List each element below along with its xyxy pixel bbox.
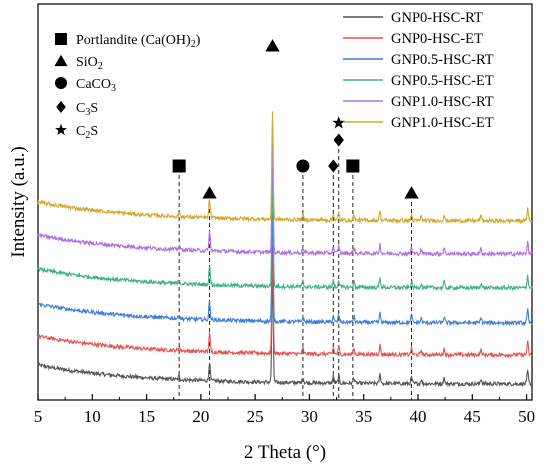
reference-dashed-lines: [178, 149, 412, 400]
phase-label-tail: ): [196, 33, 201, 48]
star-marker: [55, 123, 67, 136]
x-tick-label: 30: [301, 407, 318, 426]
phase-label-subscript: 2: [98, 61, 103, 72]
phase-label-subscript: 2: [85, 130, 90, 141]
x-tick-label: 20: [192, 407, 209, 426]
phase-label-main: C: [76, 101, 85, 116]
phase-markers: [172, 39, 419, 199]
trace-line: [37, 244, 533, 359]
x-tick-label: 40: [410, 407, 427, 426]
x-tick-label: 45: [464, 407, 481, 426]
circle-marker: [55, 77, 67, 89]
trace-line: [37, 210, 533, 327]
phase-label-subscript: 3: [85, 107, 90, 118]
diamond-marker: [328, 159, 339, 173]
trace-line: [37, 111, 533, 225]
legend-series-label: GNP0.5-HSC-ET: [391, 73, 494, 89]
x-tick-label: 35: [355, 407, 372, 426]
phase-label-tail: S: [90, 101, 98, 116]
triangle-marker: [404, 186, 419, 199]
trace-line: [37, 141, 533, 258]
triangle-marker: [265, 39, 280, 52]
square-marker: [346, 159, 360, 173]
legend-series-label: GNP1.0-HSC-RT: [391, 94, 494, 110]
triangle-marker: [54, 54, 68, 67]
circle-marker: [296, 159, 310, 173]
x-tick-label: 10: [84, 407, 101, 426]
phase-label-tail: S: [90, 124, 98, 139]
trace-line: [37, 176, 533, 292]
square-marker: [55, 33, 67, 45]
star-marker: [332, 116, 346, 129]
x-axis: 5 10 15 20 25 30 35 40 45 50: [34, 394, 535, 426]
x-tick-label: 50: [518, 407, 535, 426]
x-tick-label: 15: [138, 407, 155, 426]
legend-series-label: GNP0-HSC-RT: [391, 10, 483, 26]
phase-legend-label: C3S: [76, 101, 98, 118]
phase-label-subscript: 3: [111, 83, 116, 94]
phase-label-main: SiO: [76, 55, 98, 70]
x-tick-label: 25: [247, 407, 264, 426]
phase-legend-label: C2S: [76, 124, 98, 141]
phase-label-main: C: [76, 124, 85, 139]
legend-series-label: GNP0.5-HSC-RT: [391, 52, 494, 68]
phase-legend-label: CaCO3: [76, 77, 116, 94]
phase-legend-label: Portlandite (Ca(OH)2): [76, 33, 201, 50]
diamond-marker: [333, 133, 344, 147]
x-axis-title: 2 Theta (°): [244, 442, 326, 463]
legend-series-label: GNP0-HSC-ET: [391, 31, 483, 47]
y-axis-title: Intensity (a.u.): [8, 146, 29, 257]
diamond-marker: [56, 101, 66, 113]
phase-label-subscript: 2: [191, 39, 196, 50]
phase-legend-label: SiO2: [76, 55, 103, 72]
diffraction-traces: [37, 111, 533, 388]
phase-label-main: CaCO: [76, 77, 111, 92]
phase-label-main: Portlandite (Ca(OH): [76, 33, 191, 48]
square-marker: [172, 159, 186, 173]
triangle-marker: [202, 186, 217, 199]
x-tick-label: 5: [34, 407, 43, 426]
trace-line: [37, 271, 533, 388]
legend-series-label: GNP1.0-HSC-ET: [391, 115, 494, 131]
series-legend: GNP0-HSC-RT GNP0-HSC-ET GNP0.5-HSC-RT GNP0.…: [343, 10, 494, 131]
